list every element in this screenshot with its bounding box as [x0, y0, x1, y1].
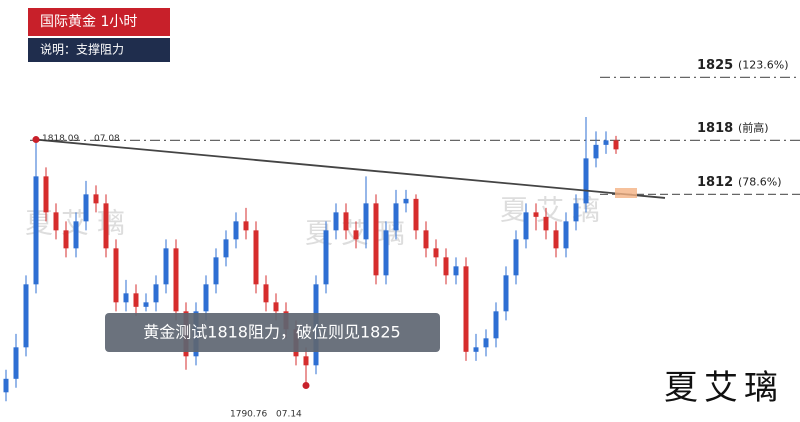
annotation-dot — [32, 136, 40, 144]
candle-body — [123, 293, 129, 303]
candle-body — [493, 311, 499, 339]
watermarks: 夏艾璃 夏艾璃 夏艾璃 — [25, 194, 608, 250]
candle-body — [153, 284, 159, 303]
candle-body — [13, 347, 19, 379]
plot: 1825 (123.6%) 1818 (前高) 1812 (78.6%) 1818.09 07… — [3, 58, 800, 420]
candle-body — [53, 212, 59, 231]
candle-body — [333, 212, 339, 231]
candle-body — [23, 284, 29, 348]
chart-subtitle: 说明：支撑阻力 — [40, 42, 124, 57]
caption: 黄金测试1818阻力，破位则见1825 — [143, 323, 400, 342]
candle-body — [483, 338, 489, 348]
annotation-date: 07.08 — [94, 134, 120, 144]
candle-body — [173, 248, 179, 312]
candle-body — [453, 266, 459, 276]
title-box — [28, 8, 170, 36]
candle-body — [563, 221, 569, 249]
annotation-date: 07.14 — [276, 410, 302, 420]
candle-body — [523, 212, 529, 240]
caption-box — [105, 313, 440, 352]
candle-body — [533, 212, 539, 217]
candle-body — [63, 230, 69, 249]
annotation-value: 1818.09 — [42, 134, 79, 144]
candle-body — [223, 239, 229, 258]
candle-body — [323, 230, 329, 285]
candle-body — [73, 221, 79, 249]
watermark: 夏艾璃 — [25, 207, 133, 240]
candle-body — [133, 293, 139, 307]
chart-title: 国际黄金 1小时 — [40, 13, 137, 30]
candle-body — [43, 176, 49, 213]
candle-body — [553, 230, 559, 249]
zone-marker — [615, 188, 637, 198]
candle-body — [413, 198, 419, 231]
candle-body — [473, 347, 479, 352]
subtitle-box — [28, 38, 170, 62]
candle-body — [203, 284, 209, 312]
candle-body — [393, 203, 399, 231]
candle-body — [403, 198, 409, 204]
trendline — [35, 138, 666, 199]
candle-body — [83, 194, 89, 222]
candle-body — [33, 176, 39, 285]
candle-body — [423, 230, 429, 249]
annotation-dot — [302, 381, 310, 389]
candle-body — [373, 203, 379, 276]
candle-body — [143, 302, 149, 307]
candle-body — [263, 284, 269, 303]
candle-body — [503, 275, 509, 312]
candle-body — [103, 203, 109, 249]
candle-body — [433, 248, 439, 258]
level-note: (前高) — [738, 120, 769, 134]
candle-body — [93, 194, 99, 204]
candle-body — [463, 266, 469, 352]
candle-body — [603, 140, 609, 145]
candle-body — [113, 248, 119, 303]
signature: 夏艾璃 — [664, 368, 784, 408]
candle-body — [573, 203, 579, 222]
candle-body — [583, 158, 589, 204]
level-note: (123.6%) — [738, 58, 789, 71]
candle-body — [353, 230, 359, 240]
candle-body — [543, 216, 549, 231]
level-label: 1825 — [697, 58, 733, 73]
candle-body — [253, 230, 259, 285]
candle-body — [213, 257, 219, 285]
candle-body — [593, 144, 599, 159]
candle-body — [273, 302, 279, 312]
candle-body — [303, 356, 309, 366]
level-label: 1812 — [697, 175, 733, 190]
candle-body — [443, 257, 449, 276]
candle-body — [613, 140, 619, 150]
level-label: 1818 — [697, 121, 733, 136]
candle-body — [513, 239, 519, 276]
watermark: 夏艾璃 — [500, 194, 608, 227]
candle-body — [243, 221, 249, 231]
candle-body — [163, 248, 169, 285]
annotation-value: 1790.76 — [230, 410, 267, 420]
candle-body — [363, 203, 369, 240]
candle-body — [3, 378, 9, 393]
candle-body — [233, 221, 239, 240]
candle-body — [343, 212, 349, 231]
level-note: (78.6%) — [738, 175, 782, 188]
candle-body — [383, 230, 389, 276]
